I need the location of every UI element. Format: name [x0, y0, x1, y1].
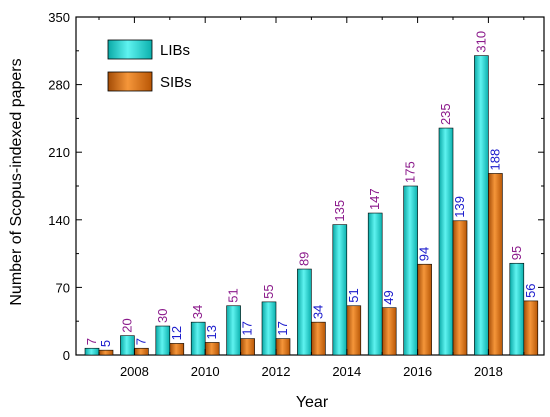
- bar-libs-2009: [155, 325, 171, 356]
- x-tick-label: 2008: [120, 364, 149, 379]
- x-tick-label: 2018: [474, 364, 503, 379]
- data-label-sibs-2014: 51: [346, 288, 361, 302]
- bar-sibs-2014: [346, 305, 362, 356]
- bar-sibs-2007: [98, 349, 114, 356]
- bar-sibs-2012: [275, 338, 291, 356]
- legend-label-sibs: SIBs: [160, 74, 192, 91]
- data-label-libs-2007: 7: [84, 338, 99, 345]
- bar-sibs-2013: [311, 321, 326, 356]
- data-label-libs-2008: 20: [119, 318, 134, 332]
- bar-libs-2019: [509, 262, 525, 356]
- data-label-libs-2009: 30: [155, 309, 170, 323]
- bar-libs-2011: [226, 305, 241, 356]
- data-label-sibs-2019: 56: [523, 283, 538, 297]
- bar-libs-2015: [367, 212, 383, 356]
- bar-libs-2012: [261, 301, 277, 356]
- legend-swatch-libs: [107, 39, 153, 60]
- y-axis-title: Number of Scopus-indexed papers: [8, 58, 25, 305]
- data-label-libs-2013: 89: [296, 252, 311, 266]
- data-label-libs-2010: 34: [190, 305, 205, 319]
- data-label-sibs-2012: 17: [275, 321, 290, 335]
- bar-sibs-2009: [169, 343, 185, 356]
- bar-sibs-2011: [240, 338, 255, 356]
- bar-sibs-2016: [417, 263, 432, 356]
- bar-libs-2007: [84, 347, 100, 356]
- bar-sibs-2017: [452, 220, 468, 356]
- data-label-libs-2012: 55: [261, 284, 276, 298]
- data-label-sibs-2009: 12: [169, 326, 184, 340]
- data-label-libs-2017: 235: [438, 103, 453, 125]
- data-label-sibs-2015: 49: [381, 290, 396, 304]
- data-label-sibs-2016: 94: [417, 247, 432, 261]
- bar-libs-2018: [474, 55, 489, 356]
- x-tick-label: 2016: [403, 364, 432, 379]
- bar-libs-2016: [403, 185, 418, 356]
- bar-sibs-2010: [204, 342, 220, 356]
- bar-libs-2008: [120, 335, 135, 356]
- data-label-sibs-2010: 13: [204, 325, 219, 339]
- data-label-sibs-2007: 5: [98, 340, 113, 347]
- data-label-sibs-2013: 34: [310, 305, 325, 319]
- x-tick-label: 2014: [332, 364, 361, 379]
- legend-label-libs: LIBs: [160, 42, 190, 59]
- data-label-libs-2011: 51: [226, 288, 241, 302]
- data-label-libs-2015: 147: [367, 188, 382, 210]
- bar-libs-2013: [297, 268, 312, 356]
- data-label-libs-2014: 135: [332, 200, 347, 222]
- y-tick-label: 0: [63, 348, 70, 363]
- data-label-libs-2016: 175: [403, 161, 418, 183]
- data-label-sibs-2018: 188: [487, 149, 502, 171]
- bars: [84, 55, 539, 356]
- x-tick-label: 2012: [262, 364, 291, 379]
- data-label-sibs-2017: 139: [452, 196, 467, 218]
- bar-sibs-2008: [134, 347, 149, 356]
- x-axis-title: Year: [296, 394, 329, 411]
- data-label-libs-2019: 95: [509, 246, 524, 260]
- data-label-sibs-2011: 17: [240, 321, 255, 335]
- y-tick-label: 70: [56, 280, 70, 295]
- y-tick-label: 140: [48, 213, 70, 228]
- bar-libs-2010: [190, 321, 206, 356]
- y-tick-label: 350: [48, 10, 70, 25]
- bar-sibs-2015: [381, 307, 397, 356]
- bar-libs-2014: [332, 224, 348, 356]
- x-tick-label: 2010: [191, 364, 220, 379]
- bar-sibs-2018: [488, 173, 503, 356]
- legend-swatch-sibs: [107, 71, 153, 92]
- y-tick-label: 280: [48, 78, 70, 93]
- data-label-sibs-2008: 7: [133, 338, 148, 345]
- bar-sibs-2019: [523, 300, 539, 356]
- data-label-libs-2018: 310: [473, 31, 488, 53]
- y-tick-label: 210: [48, 145, 70, 160]
- legend: LIBs SIBs: [107, 39, 192, 92]
- bar-libs-2017: [438, 127, 454, 356]
